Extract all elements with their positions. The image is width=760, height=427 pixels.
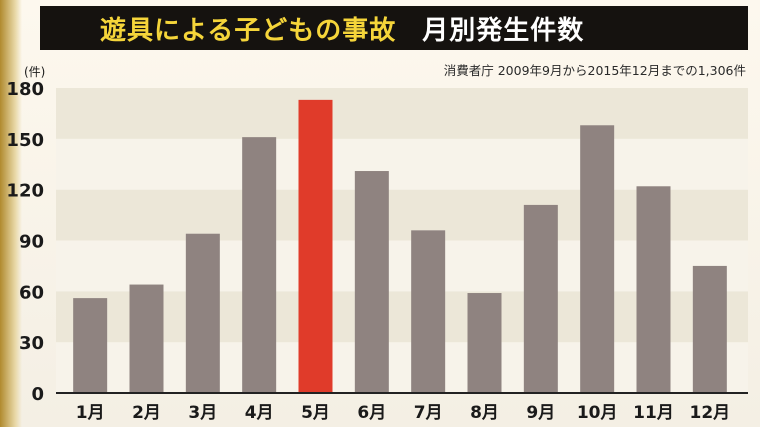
grid-band: [56, 189, 748, 241]
x-tick-label: 2月: [132, 403, 161, 423]
grid-band: [56, 138, 748, 190]
bar-11: [636, 186, 671, 393]
x-tick-label: 6月: [357, 403, 386, 423]
x-axis-labels: 1月 2月 3月 4月 5月 6月 7月 8月 9月 10月 11月 12月: [76, 403, 730, 423]
x-tick-label: 9月: [526, 403, 555, 423]
grid-band: [56, 240, 748, 292]
chart-title: 遊具による子どもの事故: [100, 15, 397, 46]
bar-2: [129, 284, 164, 393]
x-tick-label: 7月: [414, 403, 443, 423]
grid-band: [56, 342, 748, 393]
grid-band: [56, 291, 748, 343]
decorative-edge: [0, 0, 22, 427]
y-tick-label: 60: [19, 282, 44, 303]
x-tick-label: 11月: [633, 403, 674, 423]
x-tick-label: 5月: [301, 403, 330, 423]
bar-12: [692, 265, 727, 393]
bar-10: [580, 125, 615, 394]
bar-6: [354, 171, 389, 393]
bar-3: [185, 233, 220, 393]
source-note: 消費者庁 2009年9月から2015年12月までの1,306件: [443, 63, 746, 78]
bar-5: [298, 99, 333, 393]
y-axis-ticks: 0 30 60 90 120 150 180: [6, 79, 44, 405]
bar-4: [242, 137, 277, 393]
y-tick-label: 150: [6, 130, 44, 151]
y-tick-label: 120: [6, 181, 44, 202]
chart-subtitle: 月別発生件数: [422, 15, 585, 46]
grid-bands: [56, 88, 748, 393]
bars: [73, 99, 727, 394]
y-tick-label: 180: [6, 79, 44, 100]
title-bar: 遊具による子どもの事故 月別発生件数: [40, 6, 748, 50]
x-tick-label: 4月: [245, 403, 274, 423]
bar-8: [467, 293, 502, 393]
y-tick-label: 90: [19, 232, 44, 253]
x-tick-label: 12月: [689, 403, 730, 423]
x-tick-label: 8月: [470, 403, 499, 423]
y-tick-label: 30: [19, 333, 44, 354]
bar-7: [411, 230, 446, 393]
x-tick-label: 1月: [76, 403, 105, 423]
x-tick-label: 10月: [577, 403, 618, 423]
y-tick-label: 0: [31, 384, 44, 405]
x-tick-label: 3月: [188, 403, 217, 423]
grid-band: [56, 88, 748, 139]
y-axis-unit: (件): [24, 65, 45, 79]
bar-1: [73, 298, 108, 393]
bar-9: [523, 204, 558, 393]
